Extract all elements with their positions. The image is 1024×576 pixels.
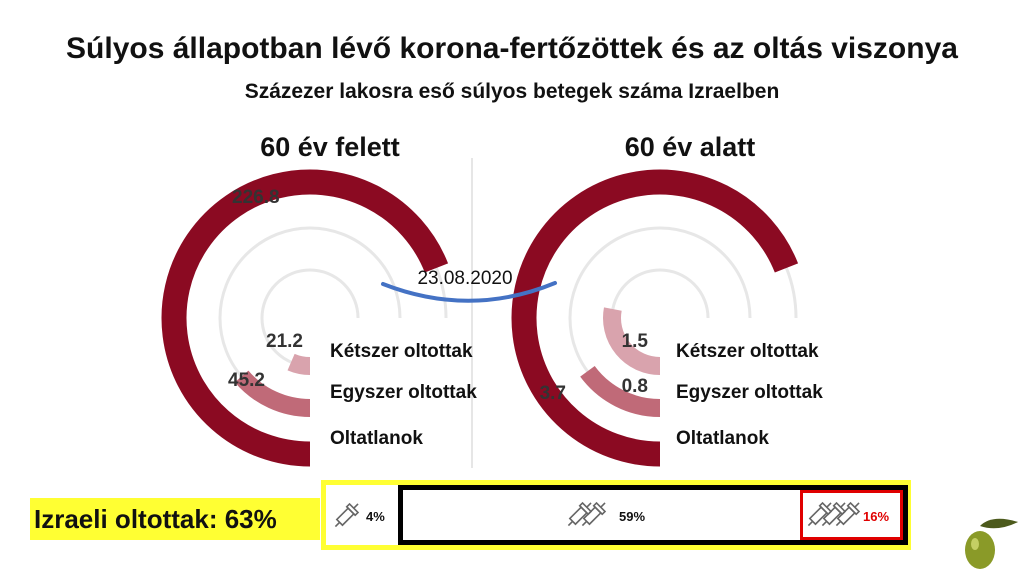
syringe-icon bbox=[334, 502, 360, 528]
track-ring-two-doses bbox=[260, 268, 360, 368]
category-label-over-60-unvaccinated: Oltatlanok bbox=[330, 428, 423, 449]
category-label-over-60-one-dose: Egyszer oltottak bbox=[330, 382, 477, 403]
value-label-under-60-two-doses: 1.5 bbox=[622, 331, 649, 352]
vaccination-segment-one-dose: 4% bbox=[326, 485, 398, 545]
two-doses-percent: 59% bbox=[619, 509, 646, 524]
bar-over-60-one-dose bbox=[234, 370, 311, 417]
value-label-over-60-two-doses: 21.2 bbox=[266, 331, 303, 352]
vaccination-segment-three-doses: 16% bbox=[800, 490, 903, 540]
chart-title: Súlyos állapotban lévő korona-fertőzötte… bbox=[66, 32, 958, 65]
bar-over-60-two-doses bbox=[287, 353, 311, 375]
panel-title-over-60: 60 év felett bbox=[260, 132, 400, 162]
syringe-icon bbox=[567, 501, 607, 527]
value-label-over-60-unvaccinated: 226.8 bbox=[232, 187, 280, 208]
syringe-icon bbox=[807, 501, 861, 527]
chart-under-60: 1.5 Kétszer oltottak 0.8 Egyszer oltottak 3.… bbox=[511, 169, 823, 467]
olive-icon bbox=[965, 518, 1018, 569]
one-dose-percent: 4% bbox=[366, 509, 385, 524]
three-doses-percent: 16% bbox=[863, 509, 890, 524]
category-label-under-60-unvaccinated: Oltatlanok bbox=[676, 428, 769, 449]
bar-under-60-unvaccinated bbox=[511, 169, 799, 467]
bar-under-60-two-doses bbox=[603, 307, 661, 375]
category-label-under-60-one-dose: Egyszer oltottak bbox=[676, 382, 823, 403]
bar-over-60-unvaccinated bbox=[161, 169, 449, 467]
bar-under-60-one-dose bbox=[580, 365, 661, 417]
category-label-over-60-two-doses: Kétszer oltottak bbox=[330, 341, 473, 362]
category-label-under-60-two-doses: Kétszer oltottak bbox=[676, 341, 819, 362]
vaccinated-share-label: Izraeli oltottak: 63% bbox=[30, 498, 320, 540]
chart-over-60: 21.2 Kétszer oltottak 45.2 Egyszer oltottak… bbox=[161, 169, 477, 467]
value-label-over-60-one-dose: 45.2 bbox=[228, 370, 265, 391]
panel-title-under-60: 60 év alatt bbox=[624, 132, 756, 162]
value-label-under-60-unvaccinated: 3.7 bbox=[540, 383, 566, 404]
chart-subtitle: Százezer lakosra eső súlyos betegek szám… bbox=[244, 80, 780, 103]
date-label: 23.08.2020 bbox=[417, 268, 512, 289]
value-label-under-60-one-dose: 0.8 bbox=[622, 376, 648, 397]
date-curve bbox=[381, 281, 557, 303]
